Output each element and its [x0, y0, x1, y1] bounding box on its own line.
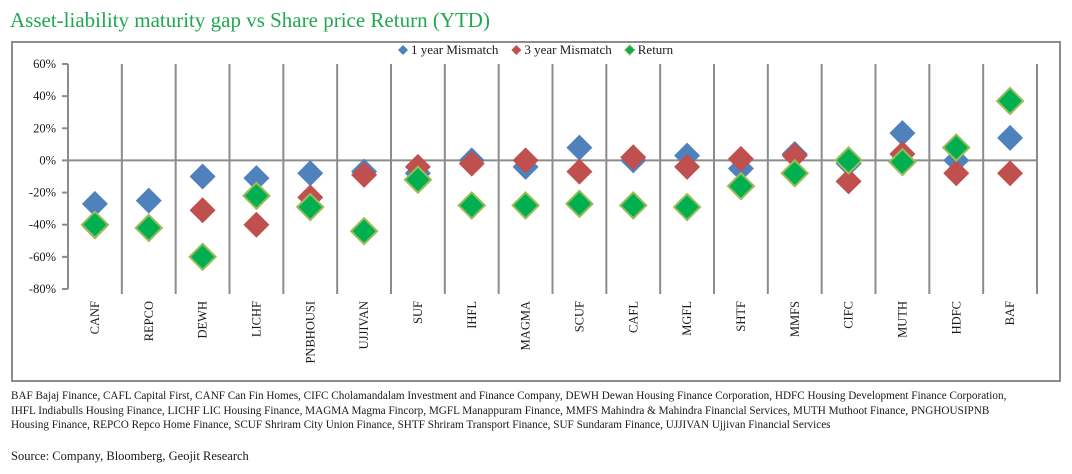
footnote-abbreviations: BAF Bajaj Finance, CAFL Capital First, C…	[11, 390, 1007, 431]
legend-diamond-icon	[511, 45, 522, 55]
x-category-label: DEWH	[196, 301, 210, 339]
legend-label: 3 year Mismatch	[524, 42, 612, 57]
data-point-diamond	[726, 171, 756, 201]
data-point-diamond	[458, 150, 485, 177]
marker-layer	[80, 86, 1025, 272]
x-category-label: SUF	[411, 301, 425, 324]
data-point-diamond	[349, 216, 379, 246]
data-point-diamond	[727, 145, 754, 172]
x-category-label: MGFL	[680, 301, 694, 336]
data-point-diamond	[511, 191, 540, 220]
x-category-label: CANF	[88, 301, 102, 334]
legend-label: Return	[638, 42, 674, 57]
source-note: Source: Company, Bloomberg, Geojit Resea…	[11, 449, 249, 463]
y-tick-label: -60%	[29, 250, 56, 264]
x-category-label: CAFL	[626, 301, 640, 333]
data-point-diamond	[188, 242, 217, 272]
data-point-diamond	[672, 192, 702, 222]
y-tick-label: -40%	[29, 218, 56, 232]
y-tick-label: -20%	[29, 186, 56, 200]
x-category-label: UJJIVAN	[357, 301, 371, 349]
x-category-label: SHTF	[734, 301, 748, 332]
legend-diamond-icon	[624, 44, 636, 56]
data-point-diamond	[834, 146, 863, 175]
data-point-diamond	[512, 147, 539, 174]
series-return	[80, 86, 1025, 272]
x-category-label: SCUF	[572, 301, 586, 332]
legend-diamond-icon	[398, 45, 408, 55]
data-point-diamond	[780, 158, 810, 188]
data-point-diamond	[80, 210, 110, 240]
data-point-diamond	[889, 120, 916, 147]
y-tick-label: 20%	[33, 121, 56, 135]
chart-title: Asset-liability maturity gap vs Share pr…	[10, 8, 490, 32]
y-tick-label: 60%	[33, 57, 56, 71]
x-category-label: MMFS	[788, 301, 802, 337]
data-point-diamond	[189, 197, 216, 224]
x-category-label: LICHF	[249, 301, 263, 337]
data-point-diamond	[618, 191, 648, 220]
legend-item: Return	[624, 42, 674, 57]
data-point-diamond	[81, 190, 108, 217]
data-point-diamond	[566, 134, 593, 161]
data-point-diamond	[835, 168, 862, 195]
data-point-diamond	[351, 161, 378, 188]
data-point-diamond	[134, 213, 164, 243]
data-point-diamond	[242, 181, 271, 211]
x-category-label: IHFL	[465, 301, 479, 329]
data-point-diamond	[781, 142, 808, 169]
data-point-diamond	[189, 163, 216, 190]
legend: 1 year Mismatch 3 year Mismatch Return	[398, 42, 674, 57]
data-point-diamond	[943, 160, 970, 187]
data-point-diamond	[403, 165, 433, 195]
data-point-diamond	[620, 144, 647, 171]
data-point-diamond	[297, 160, 324, 187]
data-point-diamond	[674, 153, 701, 180]
data-point-diamond	[243, 211, 270, 238]
legend-item: 3 year Mismatch	[511, 42, 612, 57]
data-point-diamond	[995, 86, 1025, 116]
y-tick-label: 40%	[33, 89, 56, 103]
x-category-label: PNBHOUSI	[303, 301, 317, 364]
x-category-label: HDFC	[949, 301, 963, 334]
x-category-label: MAGMA	[519, 301, 533, 350]
data-point-diamond	[243, 165, 270, 192]
data-point-diamond	[565, 189, 594, 219]
data-point-diamond	[566, 158, 593, 185]
data-point-diamond	[457, 191, 487, 220]
axis-layer: 60% 40% 20% 0% -20% -40% -60% -80% CANF REPCO DEWH…	[29, 57, 1037, 364]
data-point-diamond	[135, 187, 162, 214]
data-point-diamond	[888, 147, 917, 177]
data-point-diamond	[997, 160, 1024, 187]
chart-frame	[11, 41, 1061, 382]
y-tick-label: 0%	[39, 153, 56, 167]
data-point-diamond	[295, 192, 325, 222]
x-category-label: MUTH	[895, 301, 909, 338]
x-category-label: CIFC	[842, 301, 856, 329]
x-category-label: BAF	[1003, 301, 1017, 325]
data-point-diamond	[997, 124, 1024, 151]
x-category-label: REPCO	[142, 301, 156, 341]
legend-item: 1 year Mismatch	[398, 42, 499, 57]
data-point-diamond	[941, 133, 971, 162]
y-tick-label: -80%	[29, 282, 56, 296]
legend-label: 1 year Mismatch	[411, 42, 499, 57]
grid-layer	[120, 64, 1038, 294]
